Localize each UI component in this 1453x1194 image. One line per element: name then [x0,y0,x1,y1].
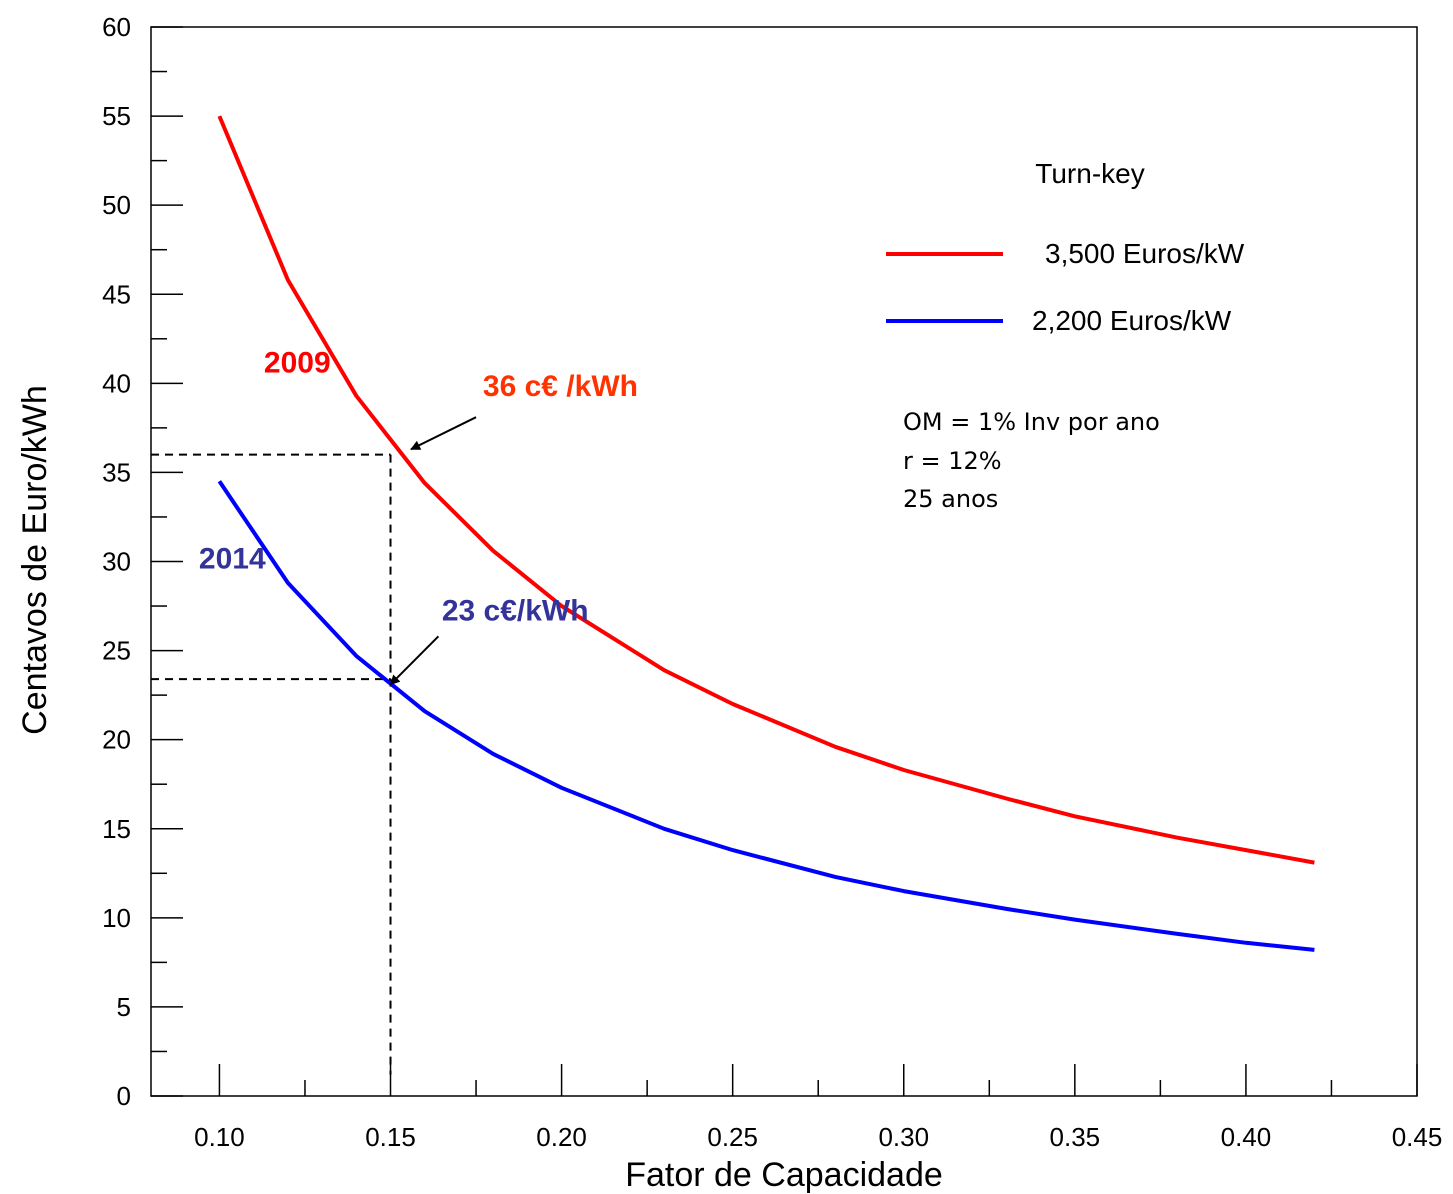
series-line-blue [217,480,1315,952]
year-label: 2009 [264,347,331,380]
x-tick-label: 0.25 [707,1122,758,1152]
y-tick-label: 45 [102,279,131,309]
y-tick-label: 50 [102,190,131,220]
legend-label-blue: 2,200 Euros/kW [1032,305,1232,336]
y-tick-label: 10 [102,903,131,933]
note-line-om: OM = 1% Inv por ano [903,408,1160,436]
x-tick-label: 0.35 [1050,1122,1101,1152]
series-layer [217,115,1315,952]
x-tick-label: 0.20 [536,1122,587,1152]
y-tick-label: 0 [117,1081,131,1111]
y-tick-label: 15 [102,814,131,844]
y-tick-label: 25 [102,636,131,666]
callout-layer: 2009 2014 36 c€ /kWh 23 c€/kWh [199,347,638,686]
legend: Turn-key 3,500 Euros/kW 2,200 Euros/kW [886,158,1245,336]
x-tick-label: 0.15 [365,1122,416,1152]
note-line-years: 25 anos [903,485,998,513]
legend-title: Turn-key [1035,158,1144,189]
y-tick-label: 5 [117,992,131,1022]
series-line-red [217,115,1315,865]
callout-arrow [410,416,477,451]
x-tick-label: 0.40 [1221,1122,1272,1152]
callout-label: 23 c€/kWh [442,594,589,627]
x-tick-label: 0.45 [1392,1122,1443,1152]
x-axis-title: Fator de Capacidade [625,1156,943,1194]
y-tick-label: 20 [102,725,131,755]
parameters-note: OM = 1% Inv por ano r = 12% 25 anos [903,408,1160,513]
y-tick-label: 60 [102,12,131,42]
year-label: 2014 [199,543,266,576]
note-line-rate: r = 12% [903,447,1002,475]
x-axis: 0.10 0.15 0.20 0.25 0.30 0.35 0.40 0.45 [194,1064,1442,1152]
y-axis: 0 5 10 15 20 25 30 35 40 45 50 55 60 [102,12,183,1111]
x-tick-label: 0.30 [878,1122,929,1152]
reference-lines [151,453,392,1075]
callout-label: 36 c€ /kWh [483,370,638,403]
callout-arrow [389,635,440,686]
y-axis-title: Centavos de Euro/kWh [16,385,54,735]
y-tick-label: 40 [102,368,131,398]
plot-frame [150,26,1418,1097]
y-tick-label: 55 [102,101,131,131]
legend-label-red: 3,500 Euros/kW [1045,238,1245,269]
x-tick-label: 0.10 [194,1122,245,1152]
y-tick-label: 35 [102,457,131,487]
y-tick-label: 30 [102,547,131,577]
